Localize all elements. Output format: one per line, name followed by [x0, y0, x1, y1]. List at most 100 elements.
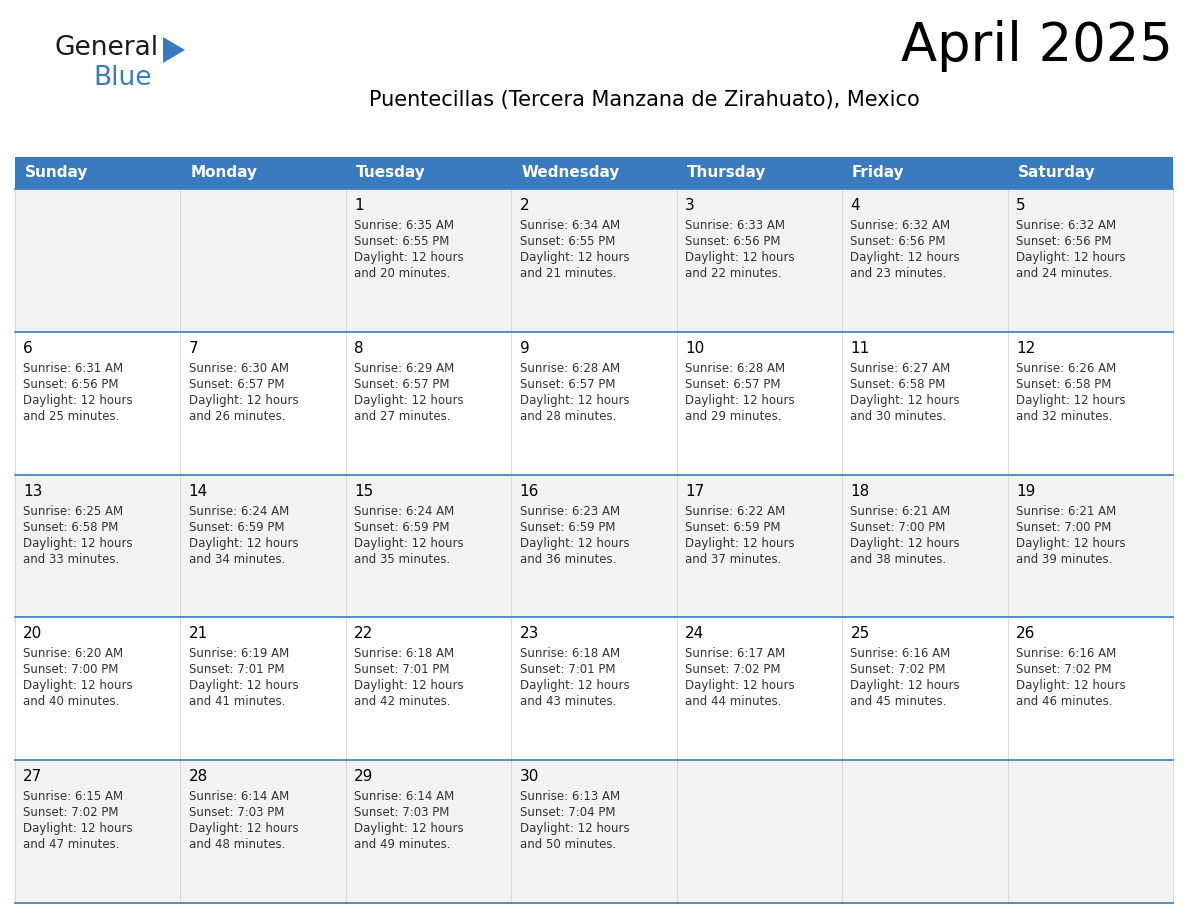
Text: Sunset: 6:56 PM: Sunset: 6:56 PM — [851, 235, 946, 248]
Text: Sunrise: 6:14 AM: Sunrise: 6:14 AM — [189, 790, 289, 803]
Text: Daylight: 12 hours: Daylight: 12 hours — [519, 679, 630, 692]
Text: Daylight: 12 hours: Daylight: 12 hours — [24, 679, 133, 692]
Text: Sunrise: 6:23 AM: Sunrise: 6:23 AM — [519, 505, 620, 518]
Text: Sunset: 7:00 PM: Sunset: 7:00 PM — [24, 664, 119, 677]
FancyBboxPatch shape — [15, 189, 1173, 331]
Text: 8: 8 — [354, 341, 364, 356]
Text: Sunset: 6:56 PM: Sunset: 6:56 PM — [685, 235, 781, 248]
Text: and 24 minutes.: and 24 minutes. — [1016, 267, 1112, 280]
Text: and 35 minutes.: and 35 minutes. — [354, 553, 450, 565]
FancyBboxPatch shape — [15, 331, 1173, 475]
Text: and 45 minutes.: and 45 minutes. — [851, 696, 947, 709]
Text: Daylight: 12 hours: Daylight: 12 hours — [354, 679, 463, 692]
Text: and 34 minutes.: and 34 minutes. — [189, 553, 285, 565]
FancyBboxPatch shape — [15, 475, 1173, 618]
Text: 17: 17 — [685, 484, 704, 498]
Text: and 38 minutes.: and 38 minutes. — [851, 553, 947, 565]
Text: Sunset: 6:56 PM: Sunset: 6:56 PM — [1016, 235, 1111, 248]
Text: and 28 minutes.: and 28 minutes. — [519, 409, 615, 423]
Text: Tuesday: Tuesday — [355, 165, 425, 181]
Text: Daylight: 12 hours: Daylight: 12 hours — [685, 537, 795, 550]
Text: Daylight: 12 hours: Daylight: 12 hours — [189, 823, 298, 835]
Text: Daylight: 12 hours: Daylight: 12 hours — [24, 394, 133, 407]
Text: Sunrise: 6:19 AM: Sunrise: 6:19 AM — [189, 647, 289, 660]
Text: Sunrise: 6:14 AM: Sunrise: 6:14 AM — [354, 790, 454, 803]
Text: Sunrise: 6:35 AM: Sunrise: 6:35 AM — [354, 219, 454, 232]
Text: and 43 minutes.: and 43 minutes. — [519, 696, 615, 709]
Text: 11: 11 — [851, 341, 870, 356]
Text: Daylight: 12 hours: Daylight: 12 hours — [1016, 679, 1125, 692]
Text: 21: 21 — [189, 626, 208, 642]
Text: Sunset: 6:55 PM: Sunset: 6:55 PM — [519, 235, 615, 248]
Text: 14: 14 — [189, 484, 208, 498]
Text: Wednesday: Wednesday — [522, 165, 620, 181]
Text: Sunrise: 6:15 AM: Sunrise: 6:15 AM — [24, 790, 124, 803]
Polygon shape — [163, 37, 185, 63]
Text: 24: 24 — [685, 626, 704, 642]
Text: Sunset: 7:02 PM: Sunset: 7:02 PM — [851, 664, 946, 677]
Text: Sunrise: 6:21 AM: Sunrise: 6:21 AM — [851, 505, 950, 518]
Text: and 22 minutes.: and 22 minutes. — [685, 267, 782, 280]
Text: 10: 10 — [685, 341, 704, 356]
Text: Daylight: 12 hours: Daylight: 12 hours — [354, 251, 463, 264]
Text: Daylight: 12 hours: Daylight: 12 hours — [519, 823, 630, 835]
Text: and 29 minutes.: and 29 minutes. — [685, 409, 782, 423]
Text: 16: 16 — [519, 484, 539, 498]
Text: Sunset: 6:55 PM: Sunset: 6:55 PM — [354, 235, 449, 248]
Text: and 41 minutes.: and 41 minutes. — [189, 696, 285, 709]
Text: and 46 minutes.: and 46 minutes. — [1016, 696, 1112, 709]
Text: Sunrise: 6:32 AM: Sunrise: 6:32 AM — [1016, 219, 1116, 232]
Text: and 32 minutes.: and 32 minutes. — [1016, 409, 1112, 423]
Text: Daylight: 12 hours: Daylight: 12 hours — [851, 251, 960, 264]
Text: Sunrise: 6:32 AM: Sunrise: 6:32 AM — [851, 219, 950, 232]
Text: Sunrise: 6:22 AM: Sunrise: 6:22 AM — [685, 505, 785, 518]
Text: Daylight: 12 hours: Daylight: 12 hours — [189, 394, 298, 407]
Text: Sunrise: 6:16 AM: Sunrise: 6:16 AM — [1016, 647, 1116, 660]
Text: and 26 minutes.: and 26 minutes. — [189, 409, 285, 423]
Text: Sunset: 6:57 PM: Sunset: 6:57 PM — [519, 378, 615, 391]
Text: Daylight: 12 hours: Daylight: 12 hours — [519, 537, 630, 550]
Text: 23: 23 — [519, 626, 539, 642]
Text: Sunset: 7:03 PM: Sunset: 7:03 PM — [354, 806, 449, 819]
Text: Sunrise: 6:26 AM: Sunrise: 6:26 AM — [1016, 362, 1116, 375]
Text: and 25 minutes.: and 25 minutes. — [24, 409, 120, 423]
Text: Sunrise: 6:28 AM: Sunrise: 6:28 AM — [519, 362, 620, 375]
Text: Sunday: Sunday — [25, 165, 88, 181]
Text: Daylight: 12 hours: Daylight: 12 hours — [519, 251, 630, 264]
Text: Puentecillas (Tercera Manzana de Zirahuato), Mexico: Puentecillas (Tercera Manzana de Zirahua… — [368, 90, 920, 110]
Text: Daylight: 12 hours: Daylight: 12 hours — [189, 679, 298, 692]
Text: and 20 minutes.: and 20 minutes. — [354, 267, 450, 280]
Text: Sunset: 7:03 PM: Sunset: 7:03 PM — [189, 806, 284, 819]
Text: Daylight: 12 hours: Daylight: 12 hours — [851, 537, 960, 550]
FancyBboxPatch shape — [1007, 157, 1173, 189]
Text: 3: 3 — [685, 198, 695, 213]
Text: Sunset: 7:01 PM: Sunset: 7:01 PM — [519, 664, 615, 677]
Text: Sunset: 6:57 PM: Sunset: 6:57 PM — [189, 378, 284, 391]
Text: Sunset: 7:02 PM: Sunset: 7:02 PM — [24, 806, 119, 819]
FancyBboxPatch shape — [15, 618, 1173, 760]
Text: 18: 18 — [851, 484, 870, 498]
Text: 28: 28 — [189, 769, 208, 784]
Text: Sunset: 7:02 PM: Sunset: 7:02 PM — [685, 664, 781, 677]
Text: Sunset: 6:58 PM: Sunset: 6:58 PM — [1016, 378, 1111, 391]
Text: Daylight: 12 hours: Daylight: 12 hours — [519, 394, 630, 407]
Text: Daylight: 12 hours: Daylight: 12 hours — [685, 679, 795, 692]
Text: and 27 minutes.: and 27 minutes. — [354, 409, 450, 423]
Text: Daylight: 12 hours: Daylight: 12 hours — [24, 537, 133, 550]
Text: 30: 30 — [519, 769, 539, 784]
Text: Thursday: Thursday — [687, 165, 766, 181]
Text: April 2025: April 2025 — [902, 20, 1173, 72]
Text: Sunrise: 6:27 AM: Sunrise: 6:27 AM — [851, 362, 950, 375]
Text: 22: 22 — [354, 626, 373, 642]
Text: Daylight: 12 hours: Daylight: 12 hours — [685, 251, 795, 264]
Text: Sunrise: 6:21 AM: Sunrise: 6:21 AM — [1016, 505, 1116, 518]
Text: Sunrise: 6:25 AM: Sunrise: 6:25 AM — [24, 505, 124, 518]
Text: Sunrise: 6:17 AM: Sunrise: 6:17 AM — [685, 647, 785, 660]
Text: Daylight: 12 hours: Daylight: 12 hours — [24, 823, 133, 835]
Text: Daylight: 12 hours: Daylight: 12 hours — [1016, 251, 1125, 264]
Text: Saturday: Saturday — [1017, 165, 1095, 181]
Text: 9: 9 — [519, 341, 530, 356]
Text: Daylight: 12 hours: Daylight: 12 hours — [189, 537, 298, 550]
FancyBboxPatch shape — [15, 760, 1173, 903]
Text: Sunset: 6:56 PM: Sunset: 6:56 PM — [24, 378, 119, 391]
